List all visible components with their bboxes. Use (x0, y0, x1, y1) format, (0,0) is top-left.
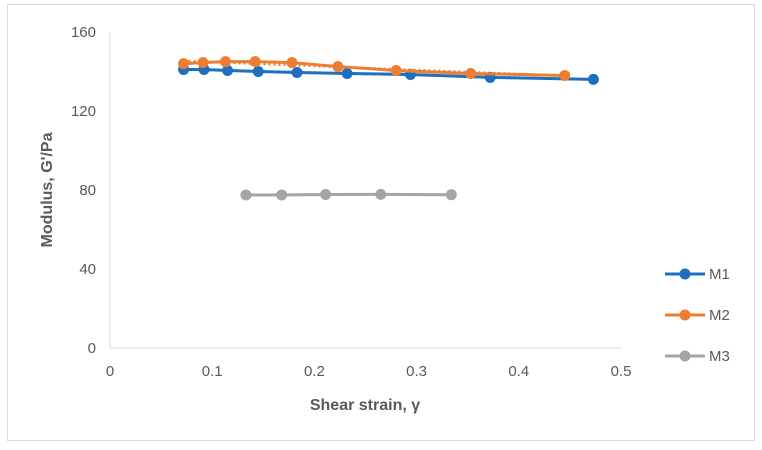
x-axis-title: Shear strain, γ (310, 397, 420, 414)
y-tick-label: 40 (79, 261, 96, 278)
data-point-m2 (465, 67, 477, 79)
legend-label-m3: M3 (709, 348, 730, 365)
legend-marker-m2 (679, 309, 691, 321)
data-point-m3 (375, 188, 387, 200)
data-point-m3 (276, 189, 288, 201)
data-point-m2 (390, 65, 402, 77)
x-tick-label: 0.5 (611, 363, 632, 380)
legend-marker-m1 (679, 268, 691, 280)
x-tick-label: 0.2 (304, 363, 325, 380)
x-tick-label: 0.4 (508, 363, 529, 380)
y-tick-label: 160 (71, 24, 96, 41)
data-point-m2 (559, 69, 571, 81)
y-tick-labels: 0 40 80 120 160 (71, 24, 96, 357)
x-tick-label: 0.1 (202, 363, 223, 380)
y-tick-label: 0 (88, 340, 96, 357)
data-point-m2 (197, 57, 209, 69)
y-axis-title: Modulus, G'/Pa (39, 132, 56, 247)
data-point-m3 (240, 189, 252, 201)
x-tick-label: 0 (106, 363, 114, 380)
data-point-m3 (320, 189, 332, 201)
series-group (178, 56, 599, 201)
data-point-m1 (587, 73, 599, 85)
data-point-m2 (219, 56, 231, 68)
data-point-m1 (222, 65, 234, 77)
chart-svg: 0 40 80 120 160 0 0.1 0.2 0.3 0.4 0.5 Shear strai… (39, 24, 730, 414)
data-point-m2 (249, 56, 261, 68)
y-tick-label: 80 (79, 182, 96, 199)
data-point-m2 (332, 61, 344, 73)
trendlines (183, 59, 594, 197)
chart-frame: 0 40 80 120 160 0 0.1 0.2 0.3 0.4 0.5 Shear strai… (7, 4, 755, 441)
x-tick-labels: 0 0.1 0.2 0.3 0.4 0.5 (106, 363, 632, 380)
x-tick-label: 0.3 (406, 363, 427, 380)
data-point-m1 (341, 67, 353, 79)
legend-label-m1: M1 (709, 266, 730, 283)
legend: M1 M2 M3 (665, 266, 730, 365)
y-tick-label: 120 (71, 103, 96, 120)
data-point-m2 (178, 58, 190, 70)
data-point-m3 (445, 189, 457, 201)
data-point-m2 (286, 57, 298, 69)
legend-marker-m3 (679, 350, 691, 362)
data-point-m1 (291, 66, 303, 78)
data-point-m1 (252, 66, 264, 77)
legend-label-m2: M2 (709, 307, 730, 324)
axes (109, 32, 621, 349)
